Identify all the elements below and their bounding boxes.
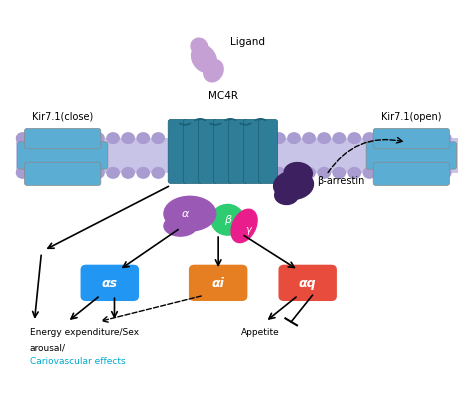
Ellipse shape [284, 163, 312, 183]
Circle shape [152, 133, 164, 143]
Circle shape [137, 133, 149, 143]
Ellipse shape [211, 205, 244, 235]
Circle shape [46, 133, 59, 143]
Circle shape [92, 133, 104, 143]
FancyBboxPatch shape [189, 265, 247, 301]
Text: αi: αi [212, 277, 225, 290]
FancyBboxPatch shape [278, 265, 337, 301]
FancyBboxPatch shape [373, 162, 449, 185]
Circle shape [288, 133, 300, 143]
Circle shape [378, 168, 391, 178]
Text: Ligand: Ligand [230, 37, 265, 47]
Circle shape [393, 168, 406, 178]
Circle shape [438, 168, 451, 178]
Text: α: α [182, 209, 189, 219]
Circle shape [92, 168, 104, 178]
Text: β: β [224, 215, 231, 225]
Circle shape [393, 133, 406, 143]
Circle shape [273, 133, 285, 143]
Circle shape [288, 168, 300, 178]
FancyBboxPatch shape [25, 162, 101, 185]
Circle shape [333, 133, 346, 143]
Text: MC4R: MC4R [208, 91, 238, 102]
FancyBboxPatch shape [244, 119, 263, 183]
Ellipse shape [273, 171, 313, 199]
Circle shape [152, 168, 164, 178]
Ellipse shape [204, 60, 223, 82]
Circle shape [62, 168, 74, 178]
Circle shape [348, 168, 360, 178]
Ellipse shape [191, 45, 217, 72]
Circle shape [122, 133, 134, 143]
Circle shape [137, 168, 149, 178]
FancyBboxPatch shape [18, 142, 108, 169]
Circle shape [107, 168, 119, 178]
Circle shape [62, 133, 74, 143]
Circle shape [363, 168, 375, 178]
Ellipse shape [164, 216, 197, 236]
Circle shape [17, 133, 29, 143]
Circle shape [333, 168, 346, 178]
Ellipse shape [275, 186, 298, 205]
Circle shape [122, 168, 134, 178]
FancyBboxPatch shape [183, 119, 202, 183]
Circle shape [363, 133, 375, 143]
FancyBboxPatch shape [81, 265, 139, 301]
Circle shape [318, 168, 330, 178]
FancyBboxPatch shape [25, 128, 101, 149]
Circle shape [318, 133, 330, 143]
FancyBboxPatch shape [228, 119, 247, 183]
Ellipse shape [164, 196, 216, 231]
Text: Kir7.1(open): Kir7.1(open) [381, 112, 442, 122]
Circle shape [409, 168, 421, 178]
FancyBboxPatch shape [16, 138, 458, 173]
Circle shape [303, 133, 315, 143]
Circle shape [348, 133, 360, 143]
Text: αs: αs [102, 277, 118, 290]
Circle shape [378, 133, 391, 143]
Circle shape [409, 133, 421, 143]
Text: Energy expenditure/Sex: Energy expenditure/Sex [30, 328, 139, 337]
Text: β-arrestin: β-arrestin [317, 176, 365, 186]
Text: Cariovascular effects: Cariovascular effects [30, 356, 125, 365]
Ellipse shape [231, 209, 257, 242]
FancyBboxPatch shape [366, 142, 456, 169]
Ellipse shape [191, 38, 208, 54]
Circle shape [32, 168, 44, 178]
Circle shape [77, 168, 89, 178]
Circle shape [424, 133, 436, 143]
Text: Kir7.1(close): Kir7.1(close) [32, 112, 93, 122]
FancyBboxPatch shape [213, 119, 232, 183]
Text: Appetite: Appetite [241, 328, 280, 337]
Circle shape [424, 168, 436, 178]
FancyBboxPatch shape [373, 128, 449, 149]
Text: αq: αq [299, 277, 317, 290]
Circle shape [107, 133, 119, 143]
FancyBboxPatch shape [198, 119, 217, 183]
Circle shape [32, 133, 44, 143]
Circle shape [438, 133, 451, 143]
Text: γ: γ [245, 225, 251, 235]
Circle shape [77, 133, 89, 143]
FancyBboxPatch shape [259, 119, 277, 183]
Circle shape [46, 168, 59, 178]
Text: arousal/: arousal/ [30, 344, 66, 353]
FancyBboxPatch shape [168, 119, 187, 183]
Circle shape [17, 168, 29, 178]
Circle shape [303, 168, 315, 178]
Circle shape [273, 168, 285, 178]
